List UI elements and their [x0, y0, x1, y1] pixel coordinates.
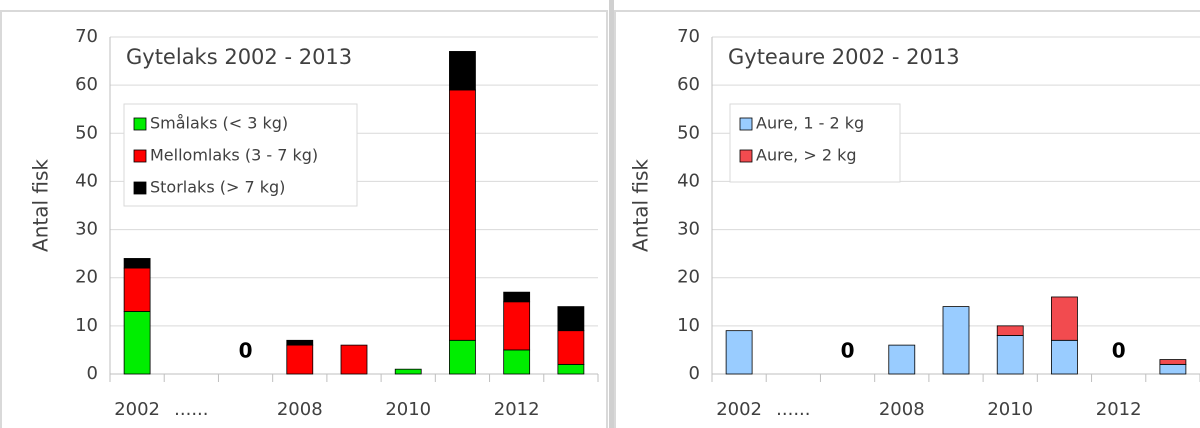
x-tick-label: 2010 — [987, 399, 1033, 420]
legend-label: Smålaks (< 3 kg) — [150, 114, 288, 133]
legend-swatch — [133, 149, 147, 163]
chart-title: Gyteaure 2002 - 2013 — [728, 45, 960, 69]
bar-segment — [123, 311, 151, 375]
x-tick-label: 2010 — [385, 399, 431, 420]
legend-label: Mellomlaks (3 - 7 kg) — [150, 146, 318, 165]
legend-swatch — [133, 117, 147, 131]
y-tick-label: 30 — [75, 219, 98, 240]
bar-segment — [557, 363, 585, 375]
bar-segment — [503, 301, 531, 351]
bar-segment — [503, 349, 531, 375]
bar-segment — [123, 267, 151, 312]
bar-segment — [449, 339, 476, 375]
y-tick-label: 30 — [677, 219, 700, 240]
x-tick-label: 2002 — [716, 399, 762, 420]
chart-title: Gytelaks 2002 - 2013 — [126, 45, 352, 69]
value-label: 0 — [1112, 339, 1126, 363]
y-tick-label: 50 — [677, 122, 700, 143]
legend-box — [729, 103, 901, 183]
x-tick-label: ...... — [776, 399, 810, 420]
legend-label: Aure, > 2 kg — [756, 146, 857, 165]
y-tick-label: 20 — [677, 267, 700, 288]
x-tick-label: ...... — [174, 399, 208, 420]
bar-segment — [942, 306, 970, 375]
value-label: 0 — [841, 339, 855, 363]
y-tick-label: 0 — [87, 363, 98, 384]
bar-segment — [1051, 296, 1078, 341]
bar-segment — [449, 89, 476, 341]
y-tick-label: 10 — [75, 315, 98, 336]
y-tick-label: 0 — [689, 363, 700, 384]
bar-segment — [1159, 359, 1187, 365]
y-tick-label: 10 — [677, 315, 700, 336]
bar-segment — [888, 344, 916, 375]
bar-segment — [286, 339, 314, 346]
x-tick-label: 2008 — [277, 399, 323, 420]
y-tick-label: 60 — [677, 74, 700, 95]
bar-segment — [394, 368, 422, 375]
legend-label: Aure, 1 - 2 kg — [756, 114, 864, 133]
bar-segment — [996, 335, 1024, 375]
legend-swatch — [739, 149, 753, 163]
x-tick-label: 2012 — [1096, 399, 1142, 420]
y-tick-label: 50 — [75, 122, 98, 143]
y-tick-label: 60 — [75, 74, 98, 95]
bar-segment — [996, 325, 1024, 336]
bar-segment — [557, 306, 585, 332]
value-label: 0 — [239, 339, 253, 363]
bar-segment — [1051, 339, 1078, 375]
legend-label: Storlaks (> 7 kg) — [150, 178, 285, 197]
x-tick-label: 2002 — [114, 399, 160, 420]
x-tick-label: 2008 — [879, 399, 925, 420]
divider — [609, 0, 614, 428]
bar-segment — [340, 344, 368, 375]
bar-segment — [503, 291, 531, 303]
y-tick-label: 40 — [677, 170, 700, 191]
y-tick-label: 40 — [75, 170, 98, 191]
y-axis-title: Antal fisk — [29, 159, 53, 252]
legend-box — [123, 103, 358, 207]
bar-segment — [449, 51, 476, 91]
x-tick-label: 2012 — [494, 399, 540, 420]
bar-segment — [725, 330, 753, 375]
y-tick-label: 20 — [75, 267, 98, 288]
bar-segment — [557, 330, 585, 365]
legend-swatch — [133, 181, 147, 195]
bar-segment — [1159, 363, 1187, 375]
y-tick-label: 70 — [677, 26, 700, 47]
y-axis-title: Antal fisk — [629, 159, 653, 252]
y-tick-label: 70 — [75, 26, 98, 47]
legend-swatch — [739, 117, 753, 131]
bar-segment — [286, 344, 314, 375]
bar-segment — [123, 258, 151, 269]
